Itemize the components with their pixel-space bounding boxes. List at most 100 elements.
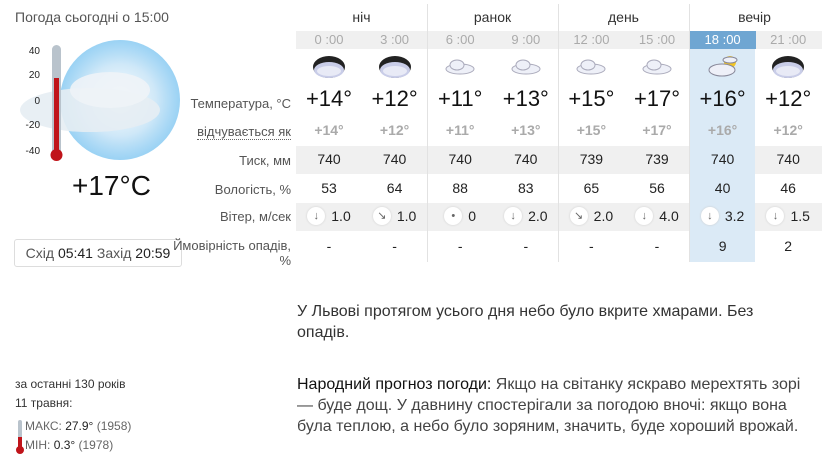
pressure-value: 740 — [710, 151, 735, 167]
label-pressure: Тиск, мм — [239, 153, 291, 168]
scale-tick: -40 — [26, 146, 41, 157]
cloud-icon — [506, 52, 546, 82]
current-weather-icon: 40 20 0 -20 -40 — [20, 40, 180, 161]
forecast-table: ніч ранок день вечір 0 :00 +14° +14° 740… — [296, 0, 822, 262]
humidity-value: 46 — [780, 180, 796, 196]
label-feels-like[interactable]: відчувається як — [197, 124, 291, 140]
wind-direction-icon: ↓ — [307, 207, 326, 225]
forecast-column: 21 :00 +12° +12° 740 46 ↓ 1.5 2 — [755, 0, 821, 262]
time-label: 21 :00 — [770, 32, 807, 47]
overcast-night-icon — [309, 52, 349, 82]
wind-speed: 0 — [468, 208, 477, 224]
overcast-night-icon — [375, 52, 415, 82]
thermometer-fill — [54, 78, 59, 156]
temperature-value: +12° — [765, 86, 812, 111]
wind-speed: 1.0 — [396, 208, 417, 224]
temperature-value: +14° — [305, 86, 353, 111]
feels-like-value: +12° — [773, 122, 803, 138]
forecast-column: 15 :00 +17° +17° 739 56 ↓ 4.0 - — [624, 0, 690, 262]
pressure-value: 740 — [448, 151, 472, 167]
feels-like-value: +14° — [314, 122, 344, 138]
precipitation-value: - — [523, 238, 529, 254]
label-temperature: Температура, °C — [190, 96, 291, 111]
cloud-icon — [571, 52, 611, 82]
pressure-value: 739 — [579, 151, 604, 167]
sunrise-sunset: Схід 05:41 Захід 20:59 — [14, 239, 182, 267]
time-label: 12 :00 — [573, 32, 610, 47]
wind-direction-icon: ↓ — [766, 207, 785, 225]
overcast-night-icon — [768, 52, 808, 82]
feels-like-value: +13° — [511, 122, 541, 138]
humidity-value: 53 — [321, 180, 337, 196]
precipitation-value: 2 — [784, 238, 793, 254]
wind-direction-icon: • — [444, 207, 463, 225]
label-wind: Вітер, м/сек — [219, 209, 291, 224]
humidity-value: 40 — [714, 180, 731, 196]
wind-speed: 1.0 — [331, 208, 351, 224]
feels-like-value: +16° — [707, 122, 738, 138]
feels-like-value: +11° — [445, 122, 475, 138]
wind-direction-icon: ↘ — [569, 207, 588, 225]
wind-direction-icon: ↓ — [504, 207, 523, 225]
wind-speed: 3.2 — [724, 208, 745, 224]
wind-cell: ↓ 3.2 — [690, 207, 756, 225]
precipitation-value: - — [589, 238, 594, 254]
humidity-value: 88 — [452, 180, 468, 196]
precipitation-value: - — [654, 238, 660, 254]
humidity-value: 56 — [649, 180, 665, 196]
group-evening: вечір — [738, 9, 771, 25]
day-description: У Львові протягом усього дня небо було в… — [297, 303, 754, 341]
temperature-value: +11° — [437, 86, 483, 111]
forecast-column: 0 :00 +14° +14° 740 53 ↓ 1.0 - — [296, 0, 362, 262]
precipitation-value: - — [392, 238, 397, 254]
group-morning: ранок — [473, 9, 512, 25]
forecast-column: 9 :00 +13° +13° 740 83 ↓ 2.0 - — [493, 0, 559, 262]
temperature-value: +16° — [699, 86, 746, 111]
pressure-value: 740 — [382, 151, 407, 167]
wind-cell: ↓ 4.0 — [624, 207, 690, 225]
folk-forecast: Народний прогноз погоди: Якщо на світанк… — [297, 376, 801, 435]
feels-like-value: +12° — [379, 122, 410, 138]
scale-tick: 20 — [29, 70, 41, 81]
page-title: Погода сьогодні о 15:00 — [15, 9, 169, 25]
wind-speed: 1.5 — [790, 208, 810, 224]
wind-cell: • 0 — [427, 207, 493, 225]
forecast-column: 3 :00 +12° +12° 740 64 ↘ 1.0 - — [362, 0, 428, 262]
wind-cell: ↘ 2.0 — [558, 207, 624, 225]
forecast-column: 6 :00 +11° +11° 740 88 • 0 - — [427, 0, 493, 262]
humidity-value: 64 — [386, 180, 403, 196]
wind-cell: ↘ 1.0 — [362, 207, 428, 225]
time-label: 6 :00 — [445, 32, 475, 47]
cloud-icon — [440, 52, 480, 82]
scale-tick: 40 — [29, 46, 41, 57]
wind-speed: 2.0 — [593, 208, 614, 224]
time-label: 18 :00 — [689, 31, 756, 49]
pressure-value: 740 — [317, 151, 341, 167]
time-label: 9 :00 — [511, 32, 541, 47]
time-label: 3 :00 — [380, 32, 410, 47]
group-night: ніч — [352, 9, 371, 25]
label-humidity: Вологість, % — [214, 182, 291, 197]
temperature-value: +13° — [502, 86, 549, 111]
forecast-column: 18 :00 +16° +16° 740 40 ↓ 3.2 9 — [689, 0, 756, 262]
pressure-value: 739 — [645, 151, 669, 167]
wind-direction-icon: ↘ — [372, 207, 391, 225]
temperature-value: +12° — [371, 86, 418, 111]
wind-direction-icon: ↓ — [635, 207, 654, 225]
precipitation-value: 9 — [718, 238, 727, 254]
wind-cell: ↓ 1.5 — [755, 207, 821, 225]
temperature-value: +15° — [568, 86, 615, 111]
label-precipitation: Ймовірність опадів, % — [173, 238, 291, 268]
thermometer-icon — [16, 420, 24, 454]
wind-speed: 4.0 — [659, 208, 679, 224]
temperature-value: +17° — [633, 86, 681, 111]
wind-direction-icon: ↓ — [700, 207, 719, 225]
forecast-column: 12 :00 +15° +15° 739 65 ↘ 2.0 - — [558, 0, 624, 262]
feels-like-value: +15° — [576, 122, 607, 138]
time-label: 0 :00 — [314, 32, 344, 47]
scale-tick: 0 — [34, 96, 40, 107]
pressure-value: 740 — [776, 151, 800, 167]
precipitation-value: - — [457, 238, 463, 254]
cloud-icon — [637, 52, 677, 82]
precipitation-value: - — [326, 238, 332, 254]
